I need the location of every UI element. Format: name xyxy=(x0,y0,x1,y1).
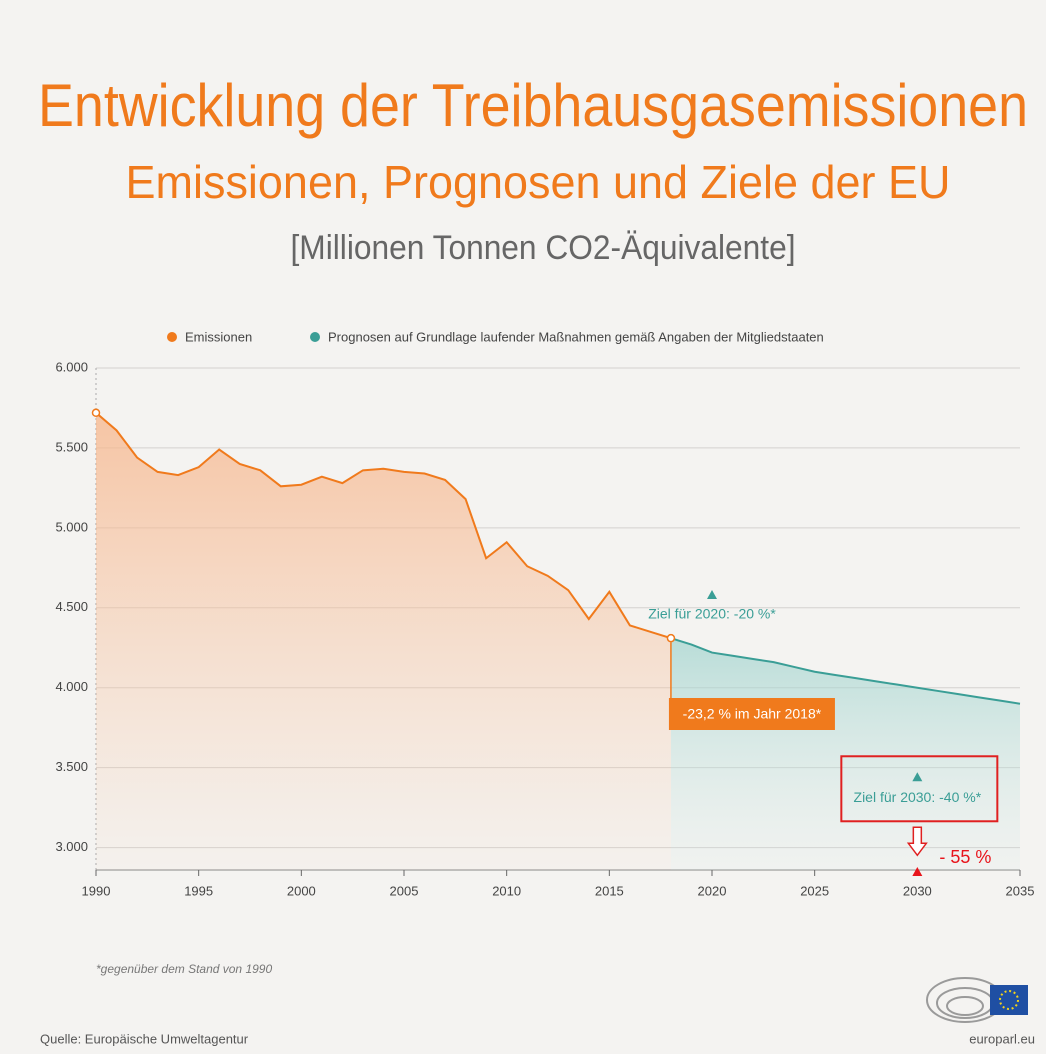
area xyxy=(96,412,671,870)
target-marker xyxy=(912,867,923,876)
x-tick-label: 2015 xyxy=(595,883,624,898)
footnote: *gegenüber dem Stand von 1990 xyxy=(96,962,272,976)
chart-title: Entwicklung der Treibhausgasemissionen xyxy=(38,72,1028,139)
y-tick-label: 3.000 xyxy=(55,839,88,854)
x-tick-label: 2035 xyxy=(1006,883,1035,898)
logo xyxy=(926,977,1028,1023)
legend-swatch xyxy=(310,332,320,342)
annotation: Ziel für 2030: -40 %* xyxy=(854,789,982,805)
source: Quelle: Europäische Umweltagentur xyxy=(40,1031,249,1046)
x-tick-label: 2010 xyxy=(492,883,521,898)
x-tick-label: 1990 xyxy=(82,883,111,898)
annotation: -23,2 % im Jahr 2018* xyxy=(683,706,822,722)
y-tick-label: 6.000 xyxy=(55,359,88,374)
legend-label: Prognosen auf Grundlage laufender Maßnah… xyxy=(328,329,824,344)
legend-label: Emissionen xyxy=(185,329,252,344)
x-tick-label: 2005 xyxy=(390,883,419,898)
highlight-box xyxy=(840,755,999,823)
target-marker xyxy=(707,590,717,600)
y-tick-label: 3.500 xyxy=(55,759,88,774)
y-tick-label: 5.000 xyxy=(55,519,88,534)
line xyxy=(95,412,672,640)
annotation: - 55 % xyxy=(939,847,991,867)
arrow xyxy=(906,826,928,857)
annotation-box xyxy=(668,698,835,730)
x-tick-label: 1995 xyxy=(184,883,213,898)
point-marker xyxy=(666,633,676,643)
x-tick-label: 2020 xyxy=(698,883,727,898)
legend-swatch xyxy=(167,332,177,342)
y-tick-label: 4.500 xyxy=(55,599,88,614)
target-marker xyxy=(912,772,923,782)
chart-subtitle: Emissionen, Prognosen und Ziele der EU xyxy=(126,156,951,208)
site: europarl.eu xyxy=(969,1031,1035,1046)
y-tick-label: 4.000 xyxy=(55,679,88,694)
x-tick-label: 2025 xyxy=(800,883,829,898)
point-marker xyxy=(91,408,101,418)
y-tick-label: 5.500 xyxy=(55,439,88,454)
x-tick-label: 2000 xyxy=(287,883,316,898)
area xyxy=(670,638,1020,870)
unit-label: [Millionen Tonnen CO2-Äquivalente] xyxy=(291,229,796,267)
x-tick-label: 2030 xyxy=(903,883,932,898)
annotation: Ziel für 2020: -20 %* xyxy=(648,606,776,622)
line xyxy=(670,637,1021,705)
